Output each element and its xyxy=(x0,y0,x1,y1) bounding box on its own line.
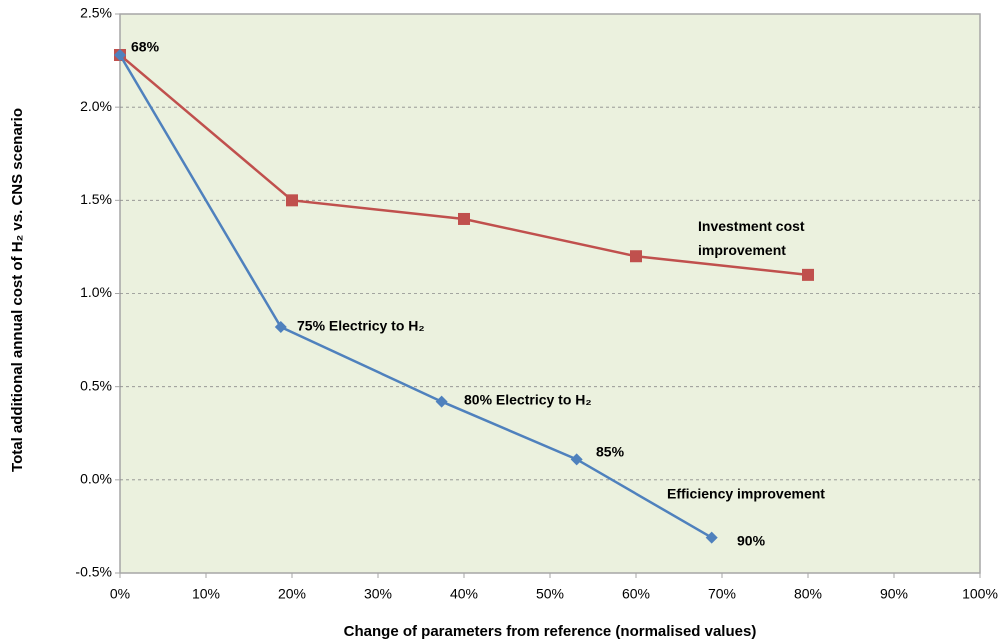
y-tick-label: 0.0% xyxy=(80,471,112,487)
y-tick-label: 0.5% xyxy=(80,377,112,393)
y-tick-label: 2.0% xyxy=(80,98,112,114)
y-tick-label: 2.5% xyxy=(80,5,112,21)
x-tick-label: 60% xyxy=(622,586,650,602)
x-tick-label: 30% xyxy=(364,586,392,602)
x-axis-label: Change of parameters from reference (nor… xyxy=(344,623,757,640)
x-tick-label: 40% xyxy=(450,586,478,602)
marker xyxy=(458,212,470,225)
annotation: 85% xyxy=(596,444,625,460)
annotation: 80% Electricy to H₂ xyxy=(464,392,592,408)
series-label: Efficiency improvement xyxy=(667,486,825,502)
marker xyxy=(802,268,814,281)
marker xyxy=(274,321,287,334)
marker xyxy=(286,194,298,207)
x-tick-label: 70% xyxy=(708,586,736,602)
x-tick-label: 100% xyxy=(962,586,998,602)
marker xyxy=(570,453,583,466)
x-tick-label: 0% xyxy=(110,586,130,602)
marker xyxy=(114,48,126,61)
series-label: Investment cost improvement xyxy=(698,218,805,258)
y-tick-label: 1.5% xyxy=(80,191,112,207)
x-tick-label: 20% xyxy=(278,586,306,602)
marker xyxy=(705,531,718,544)
marker xyxy=(435,395,448,408)
annotation: 68% xyxy=(131,39,160,55)
marker xyxy=(630,250,642,263)
y-axis-label: Total additional annual cost of H₂ vs. C… xyxy=(9,108,26,472)
y-tick-label: 1.0% xyxy=(80,284,112,300)
annotation: 90% xyxy=(737,533,766,549)
x-tick-label: 80% xyxy=(794,586,822,602)
x-tick-label: 50% xyxy=(536,586,564,602)
annotation: 75% Electricy to H₂ xyxy=(297,318,425,334)
x-tick-label: 10% xyxy=(192,586,220,602)
y-tick-label: -0.5% xyxy=(75,564,112,580)
x-tick-label: 90% xyxy=(880,586,908,602)
